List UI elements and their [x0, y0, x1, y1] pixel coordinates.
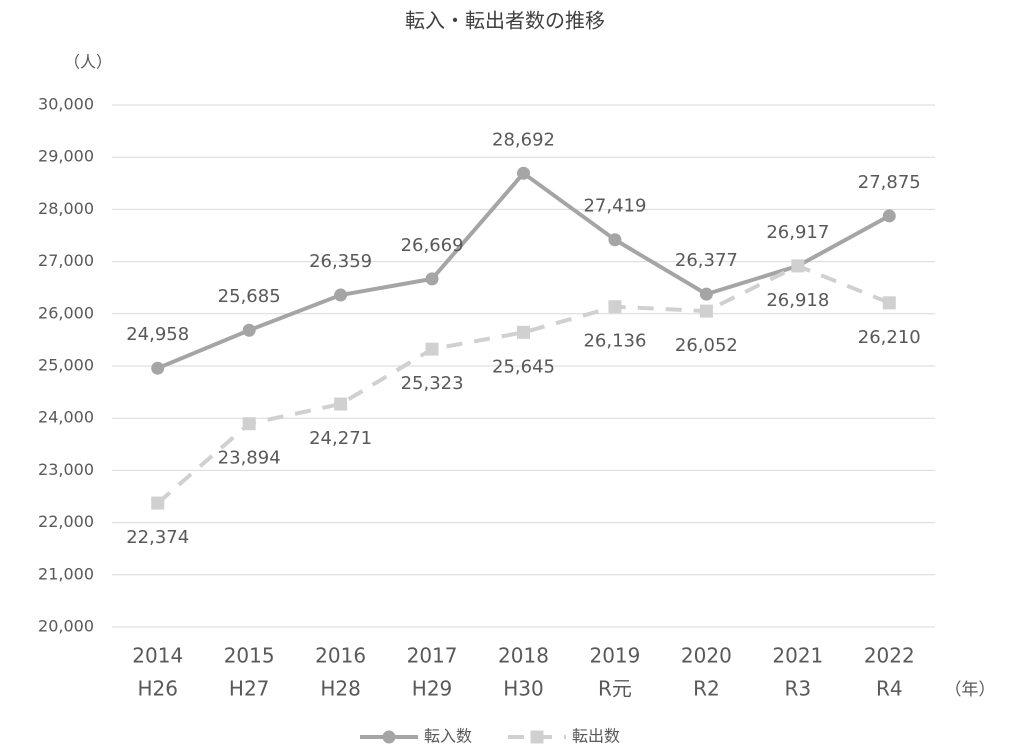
data-point — [791, 259, 805, 273]
data-label: 26,359 — [309, 251, 372, 272]
y-tick-label: 24,000 — [38, 408, 94, 427]
data-label: 25,645 — [492, 356, 555, 377]
data-point — [242, 417, 256, 431]
data-label: 26,669 — [401, 235, 464, 256]
data-label: 26,136 — [583, 331, 646, 352]
data-point — [882, 209, 896, 223]
y-tick-label: 20,000 — [38, 617, 94, 636]
data-label: 26,052 — [675, 335, 738, 356]
y-tick-label: 26,000 — [38, 303, 94, 322]
data-label: 25,323 — [401, 373, 464, 394]
y-tick-label: 23,000 — [38, 460, 94, 479]
data-label: 24,271 — [309, 428, 372, 449]
x-tick-label: H28 — [320, 677, 361, 701]
y-tick-label: 29,000 — [38, 147, 94, 166]
data-point — [425, 272, 439, 286]
data-label: 23,894 — [218, 448, 281, 469]
data-label: 26,210 — [858, 327, 921, 348]
x-tick-label: H26 — [137, 677, 178, 701]
data-point — [699, 304, 713, 318]
x-tick-label: 2015 — [224, 644, 275, 668]
data-point — [334, 288, 348, 302]
data-label: 22,374 — [126, 527, 189, 548]
x-axis-label: （年） — [945, 680, 996, 700]
x-tick-label: 2014 — [132, 644, 183, 668]
data-point — [425, 342, 439, 356]
data-point — [517, 166, 530, 180]
x-tick-label: 2022 — [864, 644, 915, 668]
data-point — [608, 233, 622, 247]
data-point — [882, 296, 896, 310]
data-point — [334, 397, 348, 411]
legend-marker — [530, 730, 544, 744]
chart-title: 転入・転出者数の推移 — [405, 9, 605, 33]
y-tick-label: 22,000 — [38, 512, 94, 531]
data-label: 26,918 — [766, 290, 829, 311]
data-label: 26,917 — [766, 222, 829, 243]
data-label: 28,692 — [492, 129, 555, 150]
legend-label: 転入数 — [424, 727, 472, 746]
y-tick-label: 30,000 — [38, 95, 94, 114]
x-tick-label: R3 — [785, 677, 812, 701]
x-tick-label: R元 — [598, 677, 632, 701]
data-point — [699, 287, 713, 301]
x-tick-label: R2 — [693, 677, 720, 701]
x-tick-label: R4 — [876, 677, 903, 701]
x-tick-label: 2019 — [589, 644, 640, 668]
data-label: 27,419 — [583, 196, 646, 217]
data-point — [517, 325, 530, 339]
x-tick-label: H29 — [412, 677, 453, 701]
data-label: 26,377 — [675, 250, 738, 271]
data-point — [608, 300, 622, 314]
x-tick-label: 2020 — [681, 644, 732, 668]
y-tick-label: 28,000 — [38, 199, 94, 218]
data-point — [242, 323, 256, 337]
data-point — [151, 361, 165, 375]
data-label: 24,958 — [126, 324, 189, 345]
y-tick-label: 25,000 — [38, 356, 94, 375]
x-tick-label: 2018 — [498, 644, 549, 668]
data-label: 25,685 — [218, 286, 281, 307]
x-tick-label: 2016 — [315, 644, 366, 668]
legend-label: 転出数 — [572, 727, 620, 746]
data-point — [151, 496, 165, 510]
y-axis-label: （人） — [64, 53, 112, 72]
x-tick-label: 2021 — [772, 644, 823, 668]
data-label: 27,875 — [858, 172, 921, 193]
y-tick-label: 21,000 — [38, 564, 94, 583]
legend-marker — [382, 730, 396, 744]
x-tick-label: H30 — [503, 677, 544, 701]
x-tick-label: H27 — [229, 677, 270, 701]
y-tick-label: 27,000 — [38, 251, 94, 270]
series-line — [156, 170, 891, 371]
x-tick-label: 2017 — [407, 644, 458, 668]
series-line — [156, 263, 891, 505]
